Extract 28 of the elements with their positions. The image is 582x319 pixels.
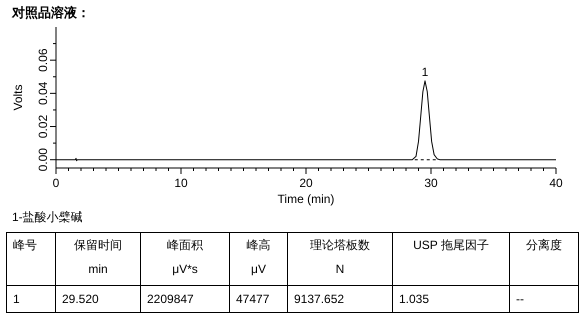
text: 1-盐酸小檗碱 xyxy=(12,209,83,226)
text: -- xyxy=(510,286,578,312)
text: USP 拖尾因子 xyxy=(392,232,510,286)
x-axis-title: Time (min) xyxy=(278,192,334,206)
text: 分离度 xyxy=(510,232,578,286)
annotation: 1 xyxy=(422,64,429,79)
text: 9137.652 xyxy=(288,286,392,312)
x-tick-label: 30 xyxy=(424,176,438,190)
text: 1.035 xyxy=(392,286,510,312)
y-axis-title: Volts xyxy=(11,84,25,111)
x-tick-label: 0 xyxy=(52,176,60,190)
text: 29.520 xyxy=(56,286,140,312)
y-tick-label: 0.04 xyxy=(36,81,50,106)
text: 1 xyxy=(6,286,56,312)
text: 峰面积 μV*s xyxy=(140,232,230,286)
text: 保留时间 min xyxy=(56,232,140,286)
x-tick-label: 20 xyxy=(299,176,313,190)
y-tick-label: 0.00 xyxy=(36,148,50,172)
y-tick-label: 0.06 xyxy=(36,48,50,72)
text: 峰号 xyxy=(6,232,56,286)
chart-title: 对照品溶液： xyxy=(12,4,90,22)
text: 峰高 μV xyxy=(230,232,288,286)
x-tick-label: 10 xyxy=(174,176,188,190)
text: 2209847 xyxy=(140,286,230,312)
x-tick-label: 40 xyxy=(549,176,563,190)
y-tick-label: 0.02 xyxy=(36,114,50,138)
text: 理论塔板数 N xyxy=(288,232,392,286)
text: 47477 xyxy=(230,286,288,312)
